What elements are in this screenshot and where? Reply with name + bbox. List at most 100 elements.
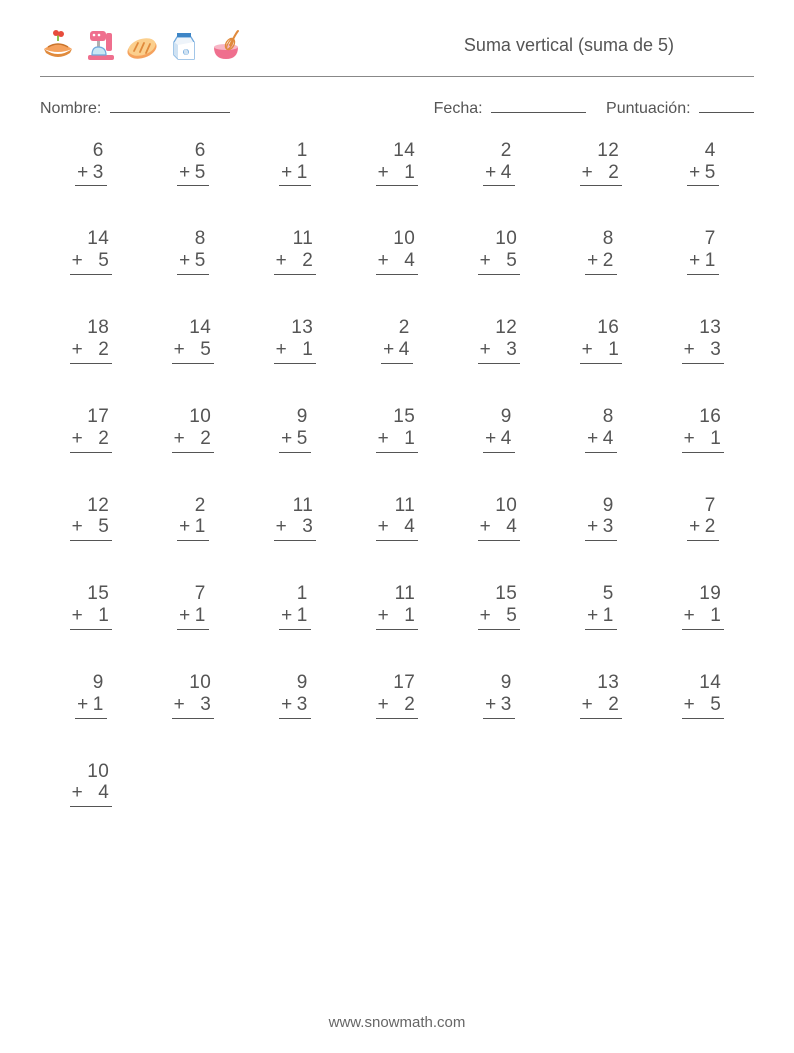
operator: + — [72, 516, 88, 538]
milk-icon — [166, 27, 202, 63]
addend-bottom-row: + 1 — [70, 605, 113, 630]
operator: + — [587, 516, 603, 538]
operator: + — [276, 339, 292, 361]
addend-bottom: 1 — [603, 605, 614, 627]
name-blank[interactable] — [110, 95, 230, 113]
operator: + — [72, 782, 88, 804]
addend-bottom: 1 — [291, 339, 313, 361]
addend-bottom-row: + 4 — [376, 516, 419, 541]
vertical-addition: 18+ 2 — [70, 317, 113, 364]
operator: + — [582, 162, 598, 184]
addend-top: 1 — [279, 583, 311, 605]
addend-bottom: 3 — [297, 694, 308, 716]
addend-bottom-row: + 2 — [580, 694, 623, 719]
addend-top: 15 — [478, 583, 521, 605]
problem: 8+2 — [550, 228, 652, 275]
addend-bottom: 4 — [393, 516, 415, 538]
addend-bottom: 4 — [495, 516, 517, 538]
vertical-addition: 6+5 — [177, 140, 209, 187]
addend-bottom-row: + 5 — [70, 516, 113, 541]
addend-bottom: 5 — [195, 162, 206, 184]
addend-bottom-row: + 5 — [172, 339, 215, 364]
addend-bottom-row: + 2 — [580, 162, 623, 187]
vertical-addition: 12+ 5 — [70, 495, 113, 542]
vertical-addition: 11+ 1 — [376, 583, 419, 630]
addend-top: 7 — [687, 228, 719, 250]
addend-bottom-row: + 5 — [478, 605, 521, 630]
addend-bottom-row: +1 — [585, 605, 617, 630]
vertical-addition: 15+ 5 — [478, 583, 521, 630]
addend-bottom: 1 — [705, 250, 716, 272]
addend-top: 13 — [274, 317, 317, 339]
vertical-addition: 13+ 3 — [682, 317, 725, 364]
addend-top: 9 — [75, 672, 107, 694]
operator: + — [378, 605, 394, 627]
date-blank[interactable] — [491, 95, 586, 113]
worksheet-title: Suma vertical (suma de 5) — [464, 35, 754, 56]
addend-bottom: 5 — [87, 250, 109, 272]
vertical-addition: 9+1 — [75, 672, 107, 719]
addend-top: 10 — [172, 406, 215, 428]
addend-bottom: 4 — [501, 162, 512, 184]
addend-bottom-row: + 3 — [274, 516, 317, 541]
vertical-addition: 6+3 — [75, 140, 107, 187]
addend-bottom: 2 — [189, 428, 211, 450]
operator: + — [684, 428, 700, 450]
vertical-addition: 9+3 — [483, 672, 515, 719]
vertical-addition: 4+5 — [687, 140, 719, 187]
operator: + — [378, 250, 394, 272]
problem: 10+ 4 — [448, 495, 550, 542]
operator: + — [281, 428, 297, 450]
addend-top: 11 — [376, 495, 419, 517]
addend-bottom-row: +3 — [75, 162, 107, 187]
problem: 13+ 2 — [550, 672, 652, 719]
vertical-addition: 10+ 4 — [376, 228, 419, 275]
addend-bottom: 4 — [393, 250, 415, 272]
vertical-addition: 16+ 1 — [682, 406, 725, 453]
vertical-addition: 11+ 4 — [376, 495, 419, 542]
score-blank[interactable] — [699, 95, 754, 113]
vertical-addition: 13+ 2 — [580, 672, 623, 719]
addend-bottom-row: +3 — [483, 694, 515, 719]
addend-bottom-row: + 1 — [580, 339, 623, 364]
problem: 17+ 2 — [346, 672, 448, 719]
addend-bottom: 4 — [603, 428, 614, 450]
operator: + — [582, 694, 598, 716]
operator: + — [378, 516, 394, 538]
addend-top: 14 — [376, 140, 419, 162]
addend-bottom-row: +2 — [585, 250, 617, 275]
problem: 12+ 2 — [550, 140, 652, 187]
addend-top: 8 — [585, 228, 617, 250]
vertical-addition: 19+ 1 — [682, 583, 725, 630]
problem: 2+4 — [346, 317, 448, 364]
operator: + — [684, 339, 700, 361]
operator: + — [72, 428, 88, 450]
addend-top: 17 — [70, 406, 113, 428]
operator: + — [689, 250, 705, 272]
operator: + — [587, 605, 603, 627]
vertical-addition: 7+2 — [687, 495, 719, 542]
addend-top: 14 — [70, 228, 113, 250]
operator: + — [179, 605, 195, 627]
operator: + — [276, 250, 292, 272]
problem: 11+ 1 — [346, 583, 448, 630]
addend-bottom: 2 — [597, 162, 619, 184]
operator: + — [378, 428, 394, 450]
header-icons — [40, 27, 244, 63]
vertical-addition: 12+ 2 — [580, 140, 623, 187]
addend-top: 12 — [580, 140, 623, 162]
problem: 7+2 — [652, 495, 754, 542]
addend-top: 11 — [274, 495, 317, 517]
vertical-addition: 5+1 — [585, 583, 617, 630]
addend-bottom-row: + 3 — [172, 694, 215, 719]
addend-bottom: 5 — [87, 516, 109, 538]
vertical-addition: 8+4 — [585, 406, 617, 453]
operator: + — [689, 162, 705, 184]
addend-bottom: 1 — [297, 605, 308, 627]
addend-top: 2 — [381, 317, 413, 339]
problem: 9+3 — [244, 672, 346, 719]
addend-bottom-row: + 1 — [682, 428, 725, 453]
vertical-addition: 13+ 1 — [274, 317, 317, 364]
addend-bottom-row: +1 — [687, 250, 719, 275]
addend-bottom: 5 — [705, 162, 716, 184]
